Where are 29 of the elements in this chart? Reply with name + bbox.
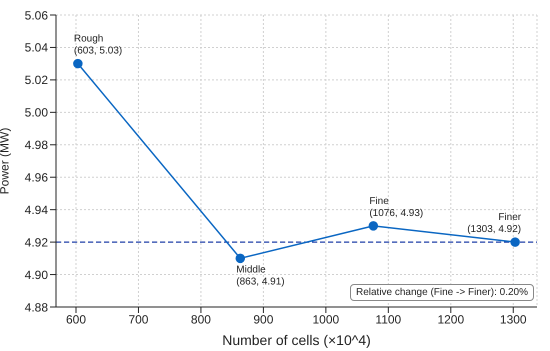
point [510,237,520,247]
x-tick-label: 1300 [500,312,527,327]
y-tick-label: 4.98 [24,138,48,152]
y-tick-label: 4.90 [24,268,48,282]
annotation: Finer (1303, 4.92) [467,212,522,236]
point [73,58,83,68]
y-tick-label: 4.96 [24,170,48,184]
x-axis-title: Number of cells (×10^4) [222,332,371,348]
x-tick-label: 1100 [375,312,402,327]
annotation: Middle (863, 4.91) [236,264,285,288]
y-tick-label: 4.88 [24,300,48,314]
point [368,221,378,231]
y-tick-label: 5.02 [24,73,48,88]
annotation: Fine (1076, 4.93) [369,196,424,219]
x-tick-label: 700 [128,312,149,327]
y-tick-label: 5.00 [24,106,48,120]
y-tick-label: 5.04 [24,40,48,55]
annotation: Rough (603, 5.03) [74,34,122,57]
annotation: Relative change (Fine -> Finer): 0.20% [350,284,534,301]
x-tick-label: 800 [190,312,212,327]
y-tick-label: 4.94 [24,202,48,217]
x-tick-label: 1200 [437,312,464,327]
y-tick-label: 4.92 [24,235,48,250]
y-tick-label: 5.06 [24,8,48,22]
y-axis-title: Power (MW) [0,128,12,194]
x-tick-label: 1000 [312,312,340,327]
point [236,254,246,264]
x-tick-label: 900 [253,312,274,327]
x-tick-label: 600 [66,312,86,327]
